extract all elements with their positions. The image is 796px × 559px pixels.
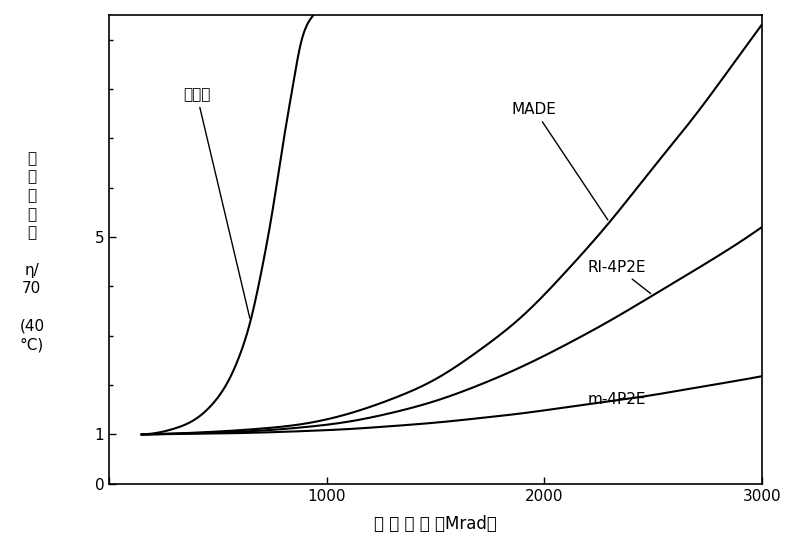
Text: Rl-4P2E: Rl-4P2E xyxy=(587,259,651,293)
Text: MADE: MADE xyxy=(512,102,608,220)
Text: 粘
度
変
化
率

η/
70

(40
°C): 粘 度 変 化 率 η/ 70 (40 °C) xyxy=(19,151,45,352)
X-axis label: 吸 収 線 量 〔Mrad〕: 吸 収 線 量 〔Mrad〕 xyxy=(374,515,497,533)
Text: 銃物油: 銃物油 xyxy=(183,87,250,318)
Text: m-4P2E: m-4P2E xyxy=(587,392,653,407)
